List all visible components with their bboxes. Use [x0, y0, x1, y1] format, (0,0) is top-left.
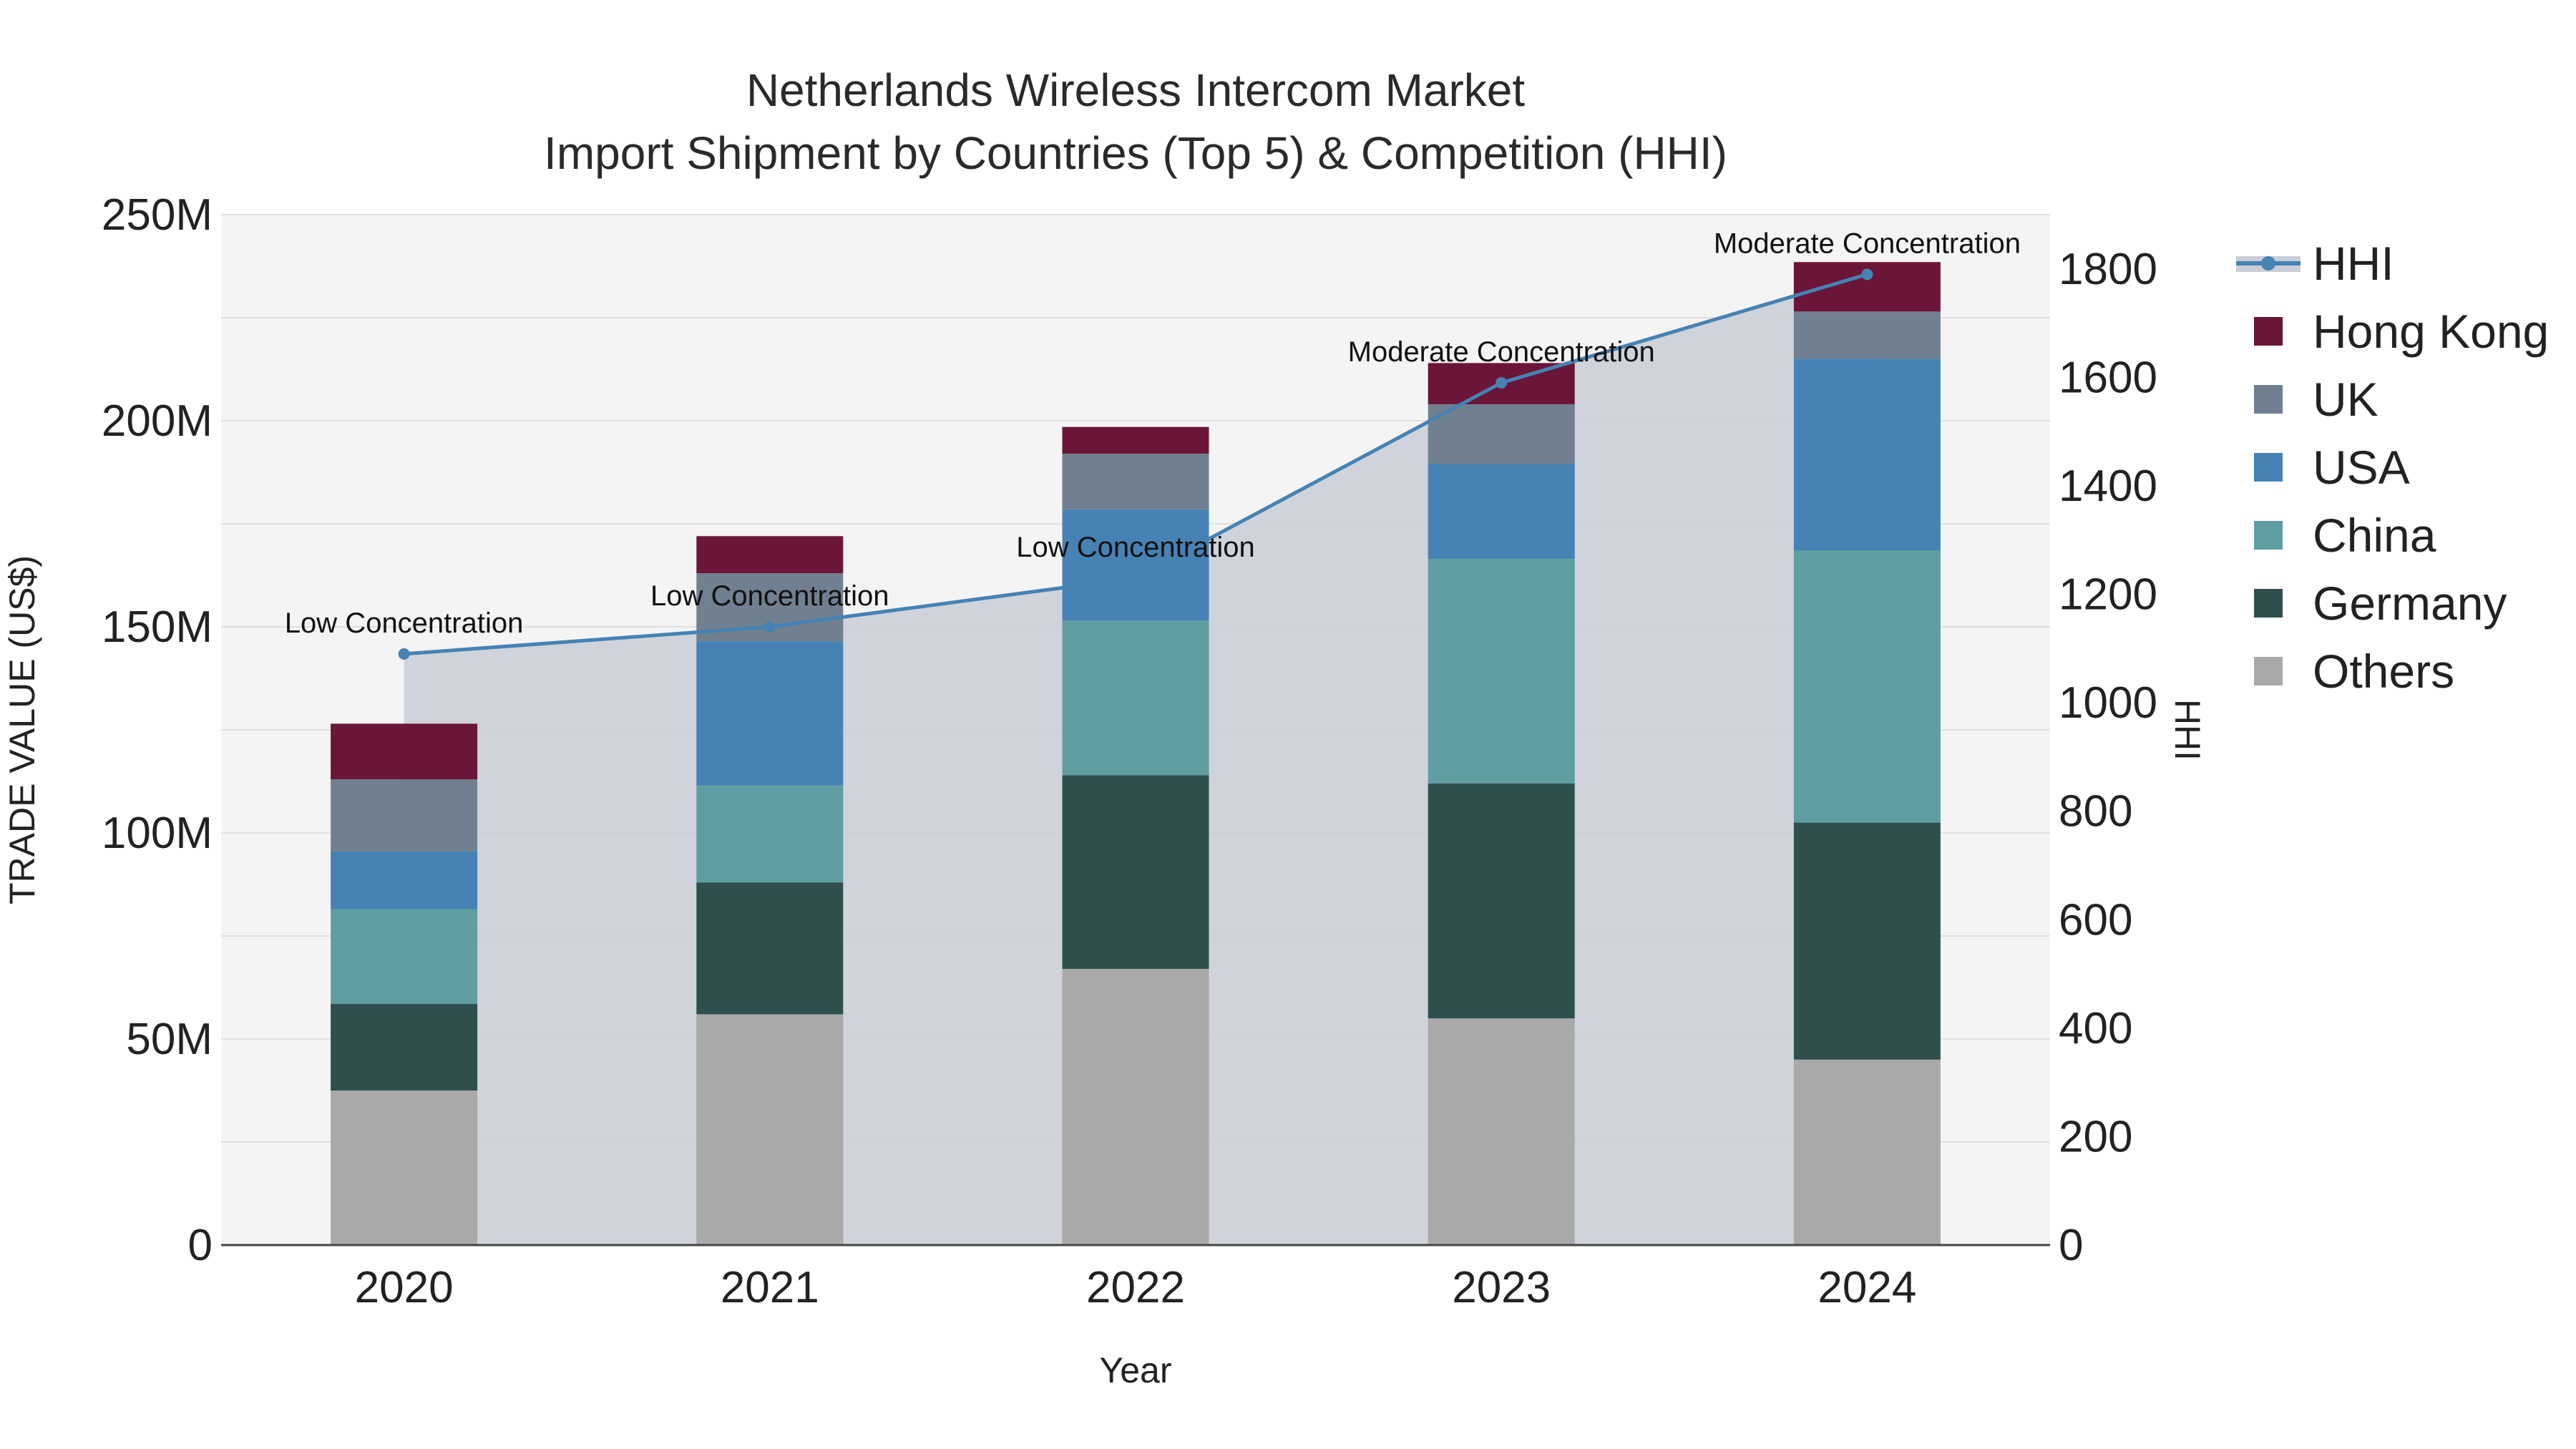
y-axis-label: TRADE VALUE (US$) [2, 555, 42, 904]
hhi-annotation-2020: Low Concentration [285, 608, 524, 639]
legend-label: UK [2313, 373, 2379, 426]
hhi-point-2023 [1496, 376, 1508, 389]
legend-item-uk[interactable]: UK [2254, 373, 2379, 426]
legend-label: USA [2313, 441, 2410, 494]
bar-usa-2022 [1062, 509, 1209, 621]
legend-label: HHI [2313, 237, 2394, 290]
x-axis-label: Year [1099, 1350, 1171, 1390]
y-tick-label: 0 [188, 1221, 213, 1270]
legend: HHI Hong Kong UK USA China Germany Others [2236, 237, 2549, 698]
bar-hong-kong-2022 [1062, 426, 1209, 454]
legend-swatch [2254, 657, 2283, 686]
legend-item-hhi[interactable]: HHI [2236, 237, 2394, 290]
y-tick-label: 50M [126, 1015, 213, 1064]
bar-germany-2020 [331, 1004, 478, 1091]
y2-tick-label: 1800 [2059, 245, 2157, 294]
y2-tick-label: 1600 [2059, 353, 2157, 402]
y2-axis-label: HHI [2167, 699, 2207, 761]
legend-item-hong-kong[interactable]: Hong Kong [2254, 305, 2549, 358]
legend-swatch [2254, 521, 2283, 550]
bar-uk-2023 [1428, 404, 1575, 464]
hhi-point-2022 [1130, 572, 1141, 584]
hhi-annotation-2024: Moderate Concentration [1714, 228, 2021, 259]
bar-usa-2023 [1428, 464, 1575, 559]
bar-china-2020 [331, 909, 478, 1005]
bar-usa-2024 [1793, 358, 1941, 551]
bar-hong-kong-2021 [696, 536, 844, 574]
bars-group [331, 262, 1941, 1245]
y2-tick-label: 1400 [2059, 462, 2157, 511]
hhi-point-2021 [763, 621, 776, 633]
bar-others-2024 [1793, 1059, 1941, 1245]
bar-usa-2020 [331, 851, 478, 909]
y-tick-label: 250M [102, 190, 213, 240]
hhi-annotation-2022: Low Concentration [1016, 532, 1255, 563]
y2-tick-label: 400 [2059, 1004, 2132, 1053]
y-tick-label: 100M [102, 809, 213, 858]
bar-germany-2022 [1062, 775, 1209, 970]
y-tick-label: 200M [102, 396, 213, 446]
bar-others-2020 [331, 1091, 478, 1245]
legend-swatch [2254, 317, 2283, 346]
hhi-line-group [398, 268, 1873, 660]
bar-china-2023 [1428, 558, 1575, 784]
x-tick-label: 2022 [1086, 1263, 1185, 1312]
bar-others-2022 [1062, 969, 1209, 1245]
x-tick-label: 2024 [1818, 1263, 1916, 1312]
y-tick-label: 150M [102, 602, 213, 652]
hhi-annotation-2023: Moderate Concentration [1348, 336, 1655, 368]
legend-label: Others [2313, 645, 2454, 698]
bar-china-2021 [696, 785, 844, 883]
legend-item-usa[interactable]: USA [2254, 441, 2410, 494]
bar-others-2021 [696, 1014, 844, 1245]
bar-germany-2023 [1428, 783, 1575, 1019]
hhi-point-2024 [1861, 268, 1873, 280]
legend-swatch [2254, 385, 2283, 414]
bar-uk-2024 [1793, 311, 1941, 359]
bar-china-2022 [1062, 620, 1209, 776]
legend-swatch [2254, 453, 2283, 482]
x-tick-label: 2020 [355, 1263, 454, 1312]
bar-germany-2024 [1793, 822, 1941, 1060]
y2-tick-label: 0 [2059, 1221, 2083, 1270]
x-axis-ticks: 2020 2021 2022 2023 2024 [355, 1263, 1917, 1312]
legend-label: Hong Kong [2313, 305, 2549, 358]
x-tick-label: 2021 [721, 1263, 819, 1312]
bar-others-2023 [1428, 1018, 1575, 1245]
bar-germany-2021 [696, 882, 844, 1015]
legend-label: China [2313, 509, 2436, 562]
x-tick-label: 2023 [1452, 1263, 1551, 1312]
y-axis-ticks: 0 50M 100M 150M 200M 250M [102, 190, 213, 1270]
y2-tick-label: 1200 [2059, 570, 2157, 620]
bar-china-2024 [1793, 550, 1941, 823]
legend-swatch-marker [2261, 256, 2275, 270]
bar-uk-2022 [1062, 454, 1209, 509]
legend-item-others[interactable]: Others [2254, 645, 2454, 698]
y2-tick-label: 200 [2059, 1112, 2132, 1161]
bar-usa-2021 [696, 641, 844, 786]
y2-tick-label: 600 [2059, 895, 2132, 945]
chart-title: Netherlands Wireless Intercom Market [746, 64, 1526, 116]
annotations-group: Low Concentration Low Concentration Low Co… [285, 228, 2021, 639]
legend-item-germany[interactable]: Germany [2254, 577, 2507, 630]
y2-tick-label: 1000 [2059, 678, 2157, 728]
legend-item-china[interactable]: China [2254, 509, 2436, 562]
hhi-point-2020 [398, 648, 410, 660]
legend-swatch [2254, 589, 2283, 618]
bar-uk-2020 [331, 779, 478, 852]
bar-hong-kong-2020 [331, 723, 478, 780]
hhi-annotation-2021: Low Concentration [650, 580, 889, 612]
legend-label: Germany [2313, 577, 2507, 630]
chart-subtitle: Import Shipment by Countries (Top 5) & C… [544, 127, 1727, 179]
y2-tick-label: 800 [2059, 787, 2132, 836]
y2-axis-ticks: 0 200 400 600 800 1000 1200 1400 1600 1800 [2059, 245, 2157, 1270]
